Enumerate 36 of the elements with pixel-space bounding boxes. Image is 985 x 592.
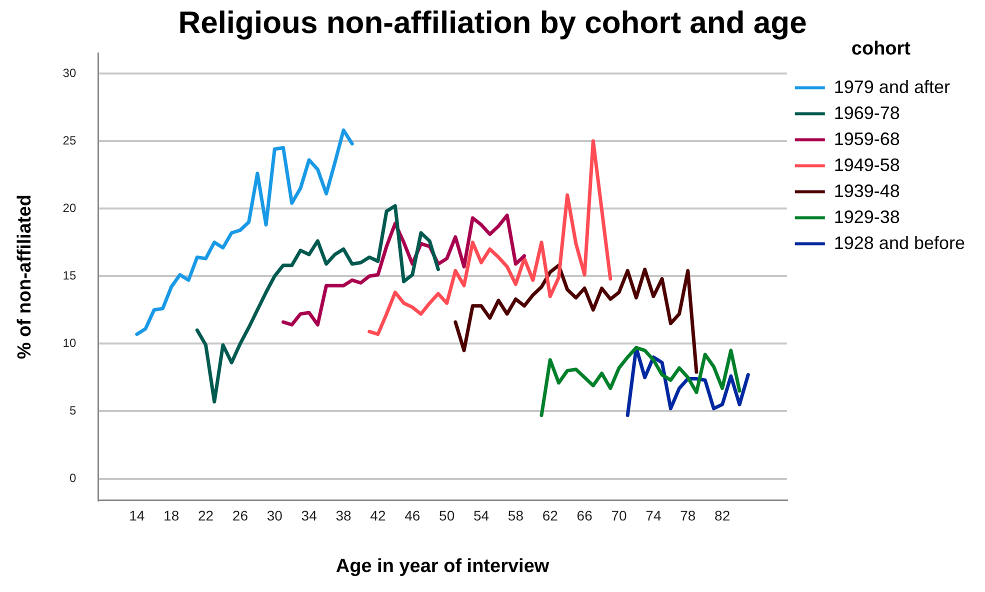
x-tick-label: 42 bbox=[370, 508, 386, 524]
x-tick-label: 46 bbox=[404, 508, 420, 524]
x-tick-label: 30 bbox=[266, 508, 283, 524]
x-tick-label: 38 bbox=[336, 508, 352, 524]
y-tick-label: 25 bbox=[62, 133, 76, 148]
x-tick-label: 54 bbox=[473, 508, 490, 524]
x-tick-label: 50 bbox=[439, 508, 455, 524]
chart-title: Religious non-affiliation by cohort and age bbox=[178, 5, 807, 40]
x-tick-label: 26 bbox=[232, 508, 248, 524]
legend-label: 1979 and after bbox=[834, 76, 950, 97]
legend-label: 1928 and before bbox=[834, 232, 966, 253]
legend-label: 1939-48 bbox=[834, 180, 900, 201]
y-tick-label: 30 bbox=[62, 66, 76, 80]
x-tick-label: 82 bbox=[714, 508, 730, 524]
x-tick-label: 74 bbox=[646, 508, 662, 524]
x-tick-label: 58 bbox=[508, 508, 524, 524]
x-tick-label: 14 bbox=[129, 508, 145, 524]
y-tick-label: 5 bbox=[69, 404, 76, 418]
x-axis-title: Age in year of interview bbox=[336, 556, 550, 577]
x-tick-label: 70 bbox=[611, 508, 627, 524]
y-tick-label: 15 bbox=[62, 268, 76, 282]
y-tick-label: 0 bbox=[69, 471, 76, 486]
x-tick-label: 62 bbox=[542, 508, 558, 524]
legend-label: 1949-58 bbox=[834, 154, 900, 175]
legend-label: 1969-78 bbox=[834, 102, 900, 123]
x-tick-label: 66 bbox=[576, 508, 593, 524]
y-axis-title: % of non-affiliated bbox=[14, 194, 36, 360]
y-tick-label: 10 bbox=[62, 336, 76, 350]
x-tick-label: 18 bbox=[164, 508, 180, 524]
legend-label: 1959-68 bbox=[834, 128, 900, 149]
legend-label: 1929-38 bbox=[834, 206, 900, 227]
x-tick-label: 34 bbox=[301, 508, 318, 524]
y-tick-label: 20 bbox=[62, 200, 76, 215]
legend-title: cohort bbox=[851, 38, 912, 60]
x-tick-label: 78 bbox=[680, 508, 696, 524]
x-tick-label: 22 bbox=[198, 508, 214, 524]
